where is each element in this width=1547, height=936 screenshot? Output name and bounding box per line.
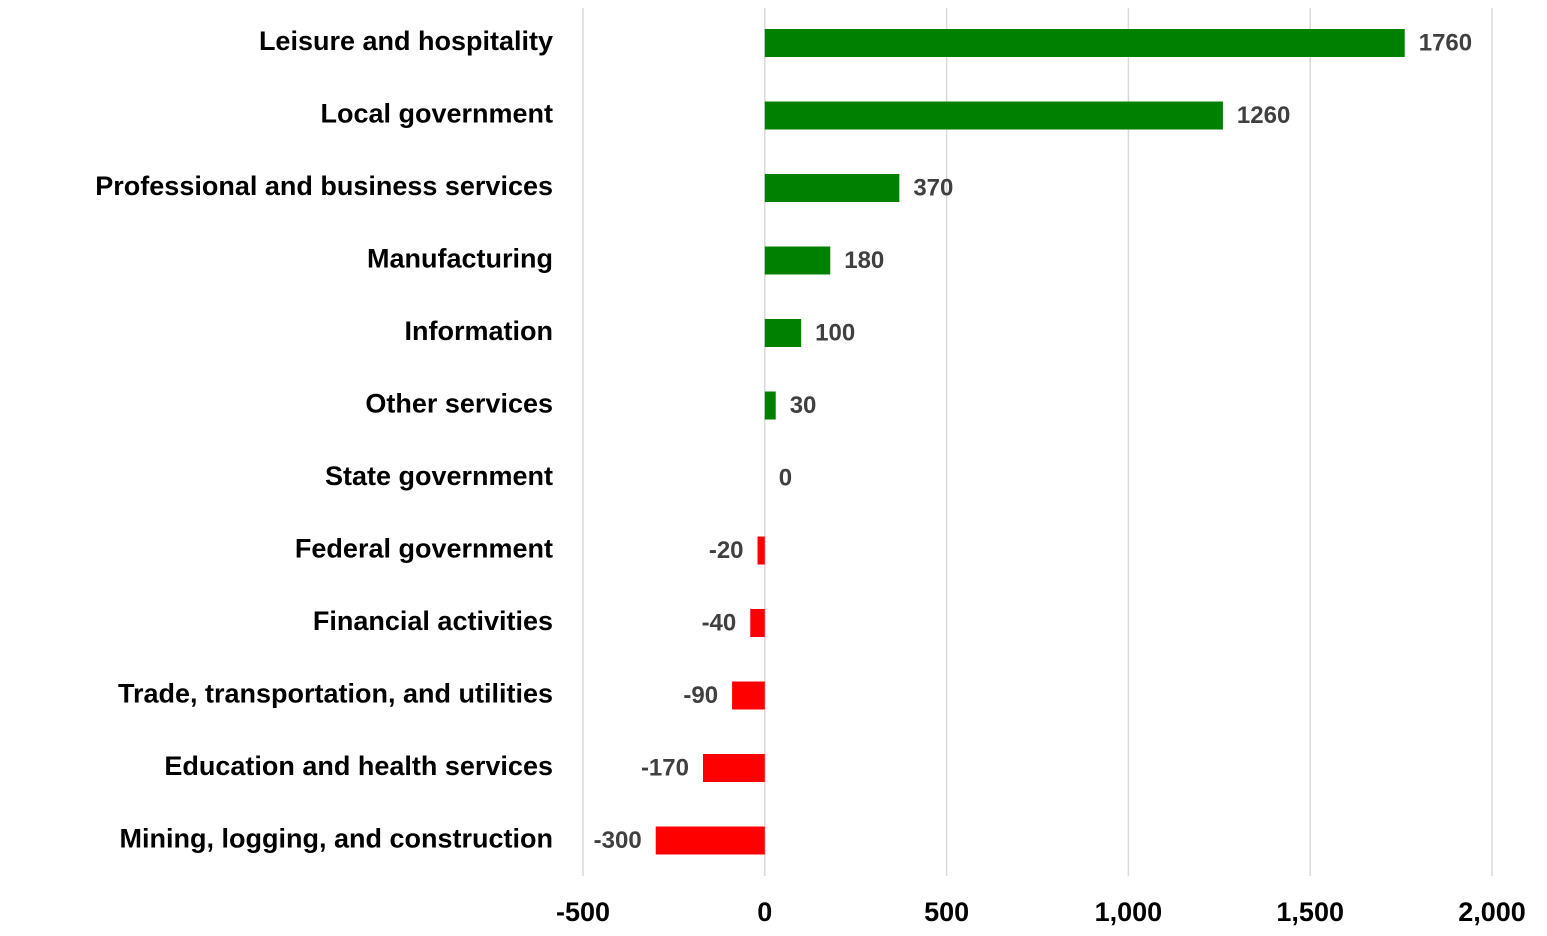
bar — [655, 826, 765, 855]
x-tick-label: 1,500 — [1276, 897, 1344, 927]
value-label: 1260 — [1237, 102, 1290, 129]
category-label: Leisure and hospitality — [259, 26, 553, 56]
value-label: 370 — [913, 174, 953, 201]
bar — [750, 609, 765, 637]
bar — [764, 391, 776, 420]
value-label: 100 — [815, 319, 855, 346]
value-label: 1760 — [1419, 29, 1472, 56]
value-label: 0 — [779, 464, 792, 491]
category-label: Local government — [320, 99, 553, 129]
bar — [757, 536, 765, 565]
category-label: Other services — [365, 389, 553, 419]
value-label: 180 — [844, 247, 884, 274]
value-label: -170 — [641, 754, 689, 781]
x-tick-label: 1,000 — [1095, 897, 1163, 927]
value-label: -300 — [594, 827, 642, 854]
value-label: -90 — [683, 682, 718, 709]
category-label: Trade, transportation, and utilities — [118, 679, 553, 709]
category-label: Education and health services — [164, 751, 553, 781]
category-label: Professional and business services — [95, 171, 553, 201]
category-label: Mining, logging, and construction — [120, 824, 553, 854]
x-tick-label: 500 — [924, 897, 969, 927]
category-label: Federal government — [295, 534, 553, 564]
bar — [732, 681, 765, 710]
x-tick-label: -500 — [556, 897, 610, 927]
x-tick-label: 0 — [757, 897, 772, 927]
category-label: State government — [325, 461, 553, 491]
value-label: -20 — [709, 537, 744, 564]
bar — [764, 29, 1405, 57]
category-label: Information — [405, 316, 554, 346]
value-label: 30 — [790, 392, 817, 419]
bar — [764, 246, 831, 275]
bar — [764, 101, 1223, 130]
bar — [764, 174, 900, 202]
bar — [702, 754, 765, 782]
category-label: Manufacturing — [367, 244, 553, 274]
category-label: Financial activities — [313, 606, 553, 636]
x-tick-label: 2,000 — [1458, 897, 1526, 927]
bar — [764, 319, 802, 347]
value-label: -40 — [702, 609, 737, 636]
